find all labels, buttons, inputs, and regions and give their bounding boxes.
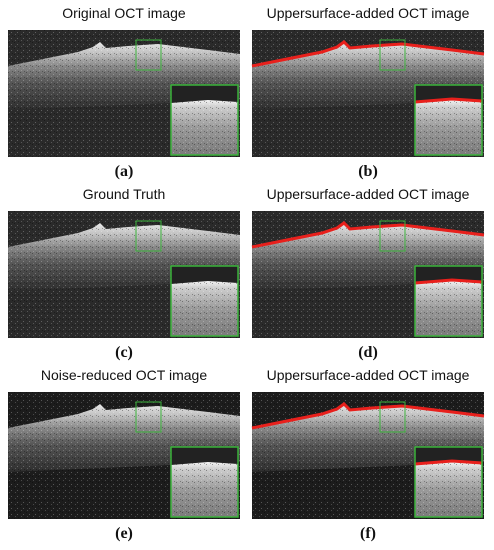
zoom-box (135, 401, 162, 433)
zoom-inset (414, 446, 483, 518)
oct-image (251, 211, 485, 338)
inset-border (170, 84, 239, 156)
zoom-box (379, 220, 406, 252)
panel-label: (a) (115, 163, 134, 180)
zoom-inset (170, 446, 239, 518)
inset-border (414, 446, 483, 518)
zoom-box (379, 39, 406, 71)
panel-title: Uppersurface-added OCT image (267, 186, 470, 202)
panel-label: (d) (358, 344, 378, 361)
inset-surface-line (414, 97, 483, 104)
inset-texture (415, 100, 482, 155)
inset-texture (415, 281, 482, 336)
oct-image (8, 30, 240, 157)
panel-label: (c) (115, 344, 133, 361)
zoom-inset (414, 265, 483, 337)
zoom-box (379, 401, 406, 433)
oct-image (251, 30, 485, 157)
panel-title: Uppersurface-added OCT image (267, 367, 470, 383)
oct-image (8, 392, 240, 519)
inset-surface-line (414, 459, 483, 466)
inset-texture (171, 100, 238, 155)
oct-image (8, 211, 240, 338)
zoom-box (135, 220, 162, 252)
panel-label: (e) (115, 525, 133, 542)
inset-border (414, 265, 483, 337)
inset-surface-line (414, 278, 483, 285)
panel-title: Uppersurface-added OCT image (267, 5, 470, 21)
panel-label: (b) (358, 163, 378, 180)
upper-surface-line (251, 40, 485, 68)
inset-texture (415, 462, 482, 517)
panel-title: Original OCT image (62, 5, 186, 21)
oct-image (251, 392, 485, 519)
inset-texture (171, 462, 238, 517)
inset-border (170, 265, 239, 337)
panel-label: (f) (360, 525, 376, 542)
zoom-inset (414, 84, 483, 156)
panel-title: Noise-reduced OCT image (41, 367, 207, 383)
inset-texture (171, 281, 238, 336)
upper-surface-line (251, 221, 485, 249)
zoom-inset (170, 84, 239, 156)
panel-title: Ground Truth (83, 186, 166, 202)
zoom-inset (170, 265, 239, 337)
inset-border (414, 84, 483, 156)
upper-surface-line (251, 402, 485, 430)
inset-border (170, 446, 239, 518)
zoom-box (135, 39, 162, 71)
